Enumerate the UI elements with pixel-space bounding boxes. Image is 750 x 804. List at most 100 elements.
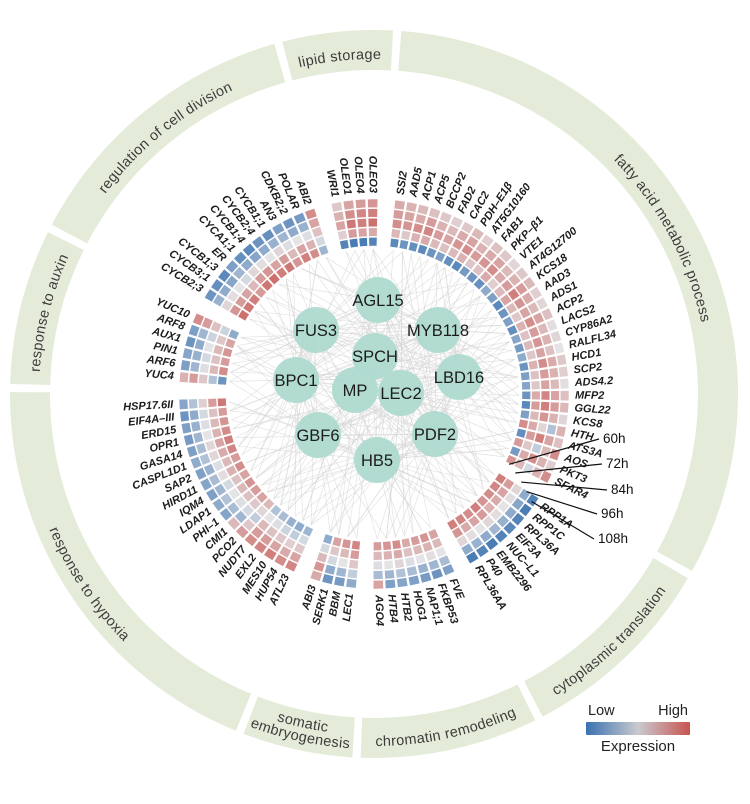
heatmap-cell xyxy=(219,356,231,367)
gene-label: OLEO1 xyxy=(337,157,354,196)
heatmap-cell xyxy=(204,439,217,452)
heatmap-cell xyxy=(522,339,535,351)
heatmap-cell xyxy=(222,478,235,492)
heatmap-cell xyxy=(438,242,451,255)
heatmap-cell xyxy=(309,569,323,582)
heatmap-cell xyxy=(373,551,383,561)
heatmap-cell xyxy=(182,347,194,360)
heatmap-cell xyxy=(465,235,480,249)
heatmap-cell xyxy=(529,369,540,381)
heatmap-cell xyxy=(502,315,515,328)
heatmap-cell xyxy=(518,418,529,430)
heatmap-cell xyxy=(491,299,505,312)
heatmap-cell xyxy=(528,326,540,339)
heatmap-cell xyxy=(212,459,225,472)
heatmap-cell xyxy=(316,551,328,564)
heatmap-cell xyxy=(548,367,559,379)
heatmap-cell xyxy=(212,344,224,356)
heatmap-cell xyxy=(197,327,210,341)
heatmap-cell xyxy=(208,449,220,462)
heatmap-cell xyxy=(544,344,556,357)
heatmap-cell xyxy=(241,489,255,503)
heatmap-cell xyxy=(540,379,550,390)
heatmap-cell xyxy=(189,456,203,470)
category-arc xyxy=(523,557,688,717)
heatmap-cell xyxy=(560,390,570,402)
heatmap-cell xyxy=(456,229,470,243)
heatmap-cell xyxy=(526,452,539,465)
heatmap-cell xyxy=(498,249,513,264)
category-arc xyxy=(243,696,356,758)
heatmap-cell xyxy=(525,493,540,508)
heatmap-cell xyxy=(418,532,430,544)
heatmap-cell xyxy=(217,375,228,386)
heatmap-cell xyxy=(347,228,358,239)
heatmap-cell xyxy=(465,271,479,284)
heatmap-cell xyxy=(349,549,360,560)
heatmap-cell xyxy=(390,228,401,239)
heatmap-cell xyxy=(367,198,379,208)
heatmap-cell xyxy=(262,497,275,511)
heatmap-cell xyxy=(537,357,549,369)
heatmap-cell xyxy=(485,291,499,305)
heatmap-cell xyxy=(216,469,230,482)
heatmap-cell xyxy=(204,288,218,303)
heatmap-cell xyxy=(341,538,352,550)
heatmap-cell xyxy=(520,371,531,381)
heatmap-cell xyxy=(400,229,412,241)
heatmap-cell xyxy=(416,203,430,216)
heatmap-cell xyxy=(373,570,384,580)
heatmap-cell xyxy=(373,541,382,551)
heatmap-cell xyxy=(384,578,397,589)
heatmap-cell xyxy=(486,277,500,291)
heatmap-cell xyxy=(425,247,438,259)
heatmap-cell xyxy=(184,335,197,349)
hub-node xyxy=(355,277,401,323)
heatmap-cell xyxy=(232,281,246,295)
heatmap-cell xyxy=(242,518,256,532)
heatmap-cell xyxy=(392,209,404,220)
heatmap-cell xyxy=(304,208,318,221)
heatmap-cell xyxy=(250,525,265,540)
heatmap-cell xyxy=(227,487,241,501)
heatmap-cell xyxy=(489,493,503,507)
heatmap-cell xyxy=(391,218,403,230)
heatmap-cell xyxy=(507,272,522,287)
heatmap-cell xyxy=(511,497,525,511)
heatmap-cell xyxy=(211,427,223,439)
heatmap-cell xyxy=(237,309,250,322)
heatmap-cell xyxy=(534,346,547,359)
heatmap-cell xyxy=(483,248,498,263)
heatmap-cell xyxy=(242,242,257,257)
heatmap-cell xyxy=(191,349,203,362)
gene-label: SSI2 xyxy=(395,170,410,195)
heatmap-cell xyxy=(207,398,218,408)
heatmap-cell xyxy=(194,467,208,481)
heatmap-cell xyxy=(233,251,248,265)
heatmap-cell xyxy=(513,342,525,354)
heatmap-cell xyxy=(337,557,349,568)
heatmap-cell xyxy=(302,525,314,538)
heatmap-cell xyxy=(321,573,334,585)
heatmap-cell xyxy=(344,209,356,220)
heatmap-cell xyxy=(464,528,478,542)
heatmap-cell xyxy=(266,236,281,250)
heatmap-cell xyxy=(248,511,263,525)
heatmap-cell xyxy=(510,482,523,496)
heatmap-cell xyxy=(489,241,504,255)
heatmap-cell xyxy=(482,487,496,501)
heatmap-cell xyxy=(531,390,541,401)
gene-label: WRI1 xyxy=(324,169,341,198)
heatmap-cell xyxy=(304,238,317,251)
heatmap-cell xyxy=(530,466,544,480)
heatmap-cell xyxy=(464,257,477,271)
heatmap-cell xyxy=(488,480,502,493)
heatmap-cell xyxy=(269,258,283,272)
gene-label: EIF4A–III xyxy=(128,411,176,428)
heatmap-cell xyxy=(291,234,304,247)
heatmap-cell xyxy=(207,374,218,385)
gene-label: ARF6 xyxy=(145,353,177,369)
heatmap-cell xyxy=(546,355,558,368)
heatmap-cell xyxy=(460,243,474,257)
heatmap-cell xyxy=(254,272,267,285)
